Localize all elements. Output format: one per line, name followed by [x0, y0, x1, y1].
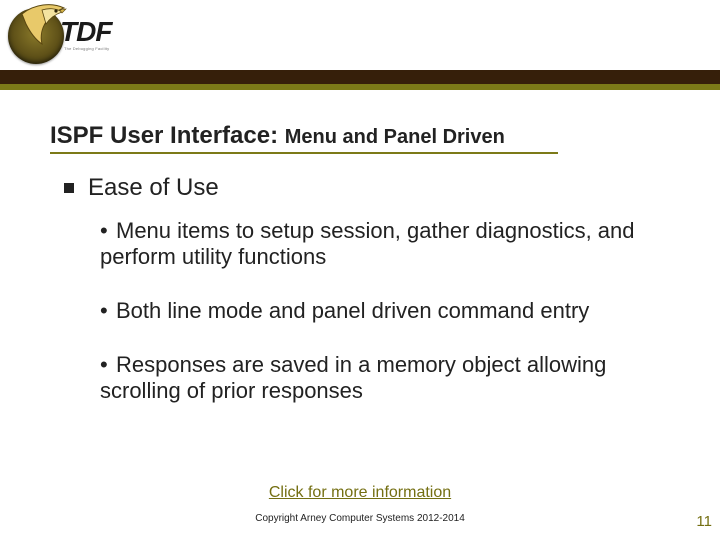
list-item: •Menu items to setup session, gather dia… [100, 218, 660, 270]
logo: TDF The Debugging Facility [8, 2, 128, 70]
divider-olive [0, 84, 720, 90]
bullet-text: Responses are saved in a memory object a… [100, 352, 606, 403]
bullet-text: Both line mode and panel driven command … [116, 298, 589, 323]
title-sub: Menu and Panel Driven [285, 126, 505, 148]
square-bullet-icon [64, 183, 74, 193]
title-main: ISPF User Interface: [50, 122, 278, 149]
bullet-text: Menu items to setup session, gather diag… [100, 218, 635, 269]
content: ISPF User Interface: Menu and Panel Driv… [0, 100, 720, 540]
slide: TDF The Debugging Facility ISPF User Int… [0, 0, 720, 540]
title-underline [50, 152, 558, 154]
section-heading: Ease of Use [64, 174, 219, 202]
divider-dark [0, 70, 720, 84]
slide-title: ISPF User Interface: Menu and Panel Driv… [50, 122, 505, 150]
page-number: 11 [696, 513, 712, 530]
list-item: •Responses are saved in a memory object … [100, 352, 660, 404]
copyright: Copyright Arney Computer Systems 2012-20… [0, 513, 720, 524]
bullet-list: •Menu items to setup session, gather dia… [100, 218, 660, 432]
more-info-link-wrap: Click for more information [0, 484, 720, 502]
list-item: •Both line mode and panel driven command… [100, 298, 660, 324]
logo-tagline: The Debugging Facility [64, 46, 109, 51]
more-info-link[interactable]: Click for more information [269, 484, 451, 501]
section-heading-text: Ease of Use [88, 174, 219, 201]
logo-text: TDF [60, 16, 111, 48]
header: TDF The Debugging Facility [0, 0, 720, 78]
